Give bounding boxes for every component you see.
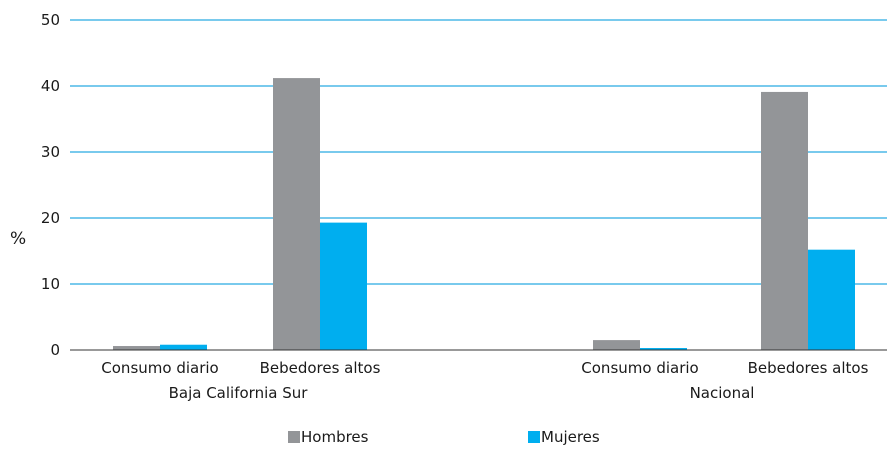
- x-group-label: Baja California Sur: [169, 384, 309, 402]
- x-category-label: Bebedores altos: [748, 359, 869, 377]
- bar-hombres: [761, 91, 808, 350]
- y-tick-label: 20: [41, 209, 60, 227]
- x-category-label: Consumo diario: [581, 359, 698, 377]
- y-tick-label: 30: [41, 143, 60, 161]
- y-tick-label: 50: [41, 11, 60, 29]
- bar-hombres: [113, 346, 160, 350]
- y-tick-label: 40: [41, 77, 60, 95]
- y-tick-label: 10: [41, 275, 60, 293]
- bar-mujeres: [640, 348, 687, 350]
- legend-swatch-mujeres: [528, 431, 540, 443]
- bars: [113, 78, 855, 350]
- legend-swatch-hombres: [288, 431, 300, 443]
- gridlines: [70, 19, 887, 285]
- y-axis-title: %: [10, 229, 26, 249]
- y-tick-label: 0: [50, 341, 60, 359]
- legend: Hombres Mujeres: [0, 428, 887, 448]
- legend-item-mujeres: Mujeres: [528, 428, 600, 446]
- bar-chart: % 0 10 20 30 40 50 Consumo diario Bebedores al…: [10, 11, 887, 402]
- legend-label-mujeres: Mujeres: [541, 428, 600, 446]
- x-category-label: Bebedores altos: [260, 359, 381, 377]
- bar-mujeres: [808, 249, 855, 350]
- bar-mujeres: [160, 344, 207, 350]
- bar-hombres: [593, 340, 640, 350]
- x-category-labels: Consumo diario Bebedores altos Baja Califo…: [101, 359, 868, 402]
- bar-hombres: [273, 78, 320, 350]
- legend-item-hombres: Hombres: [288, 428, 368, 446]
- bar-mujeres: [320, 222, 367, 350]
- x-group-label: Nacional: [690, 384, 755, 402]
- x-category-label: Consumo diario: [101, 359, 218, 377]
- legend-label-hombres: Hombres: [301, 428, 369, 446]
- y-tick-labels: 0 10 20 30 40 50: [41, 11, 60, 359]
